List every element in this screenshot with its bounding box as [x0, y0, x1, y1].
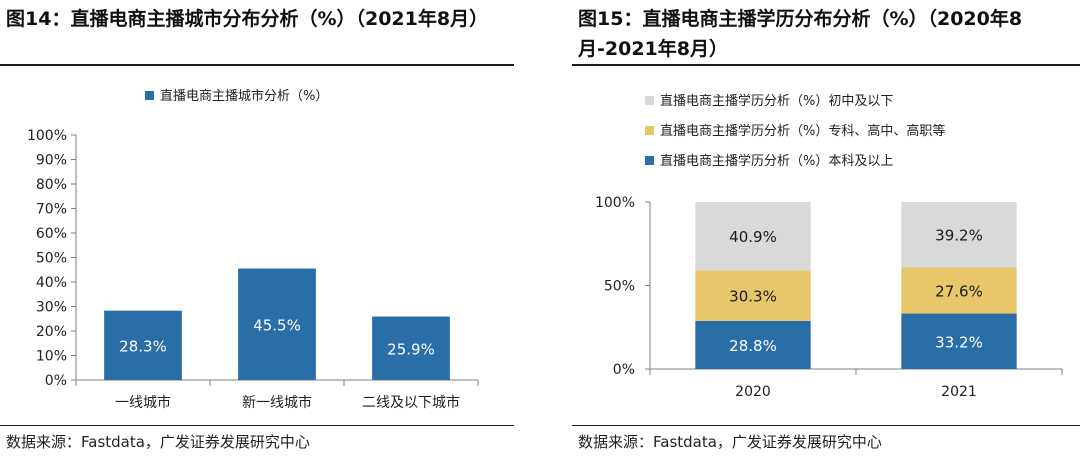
bar-value-label: 25.9%: [387, 340, 435, 358]
bar-value-label: 45.5%: [253, 316, 301, 334]
x-tick-label: 二线及以下城市: [362, 394, 460, 411]
segment-value-label: 30.3%: [729, 288, 777, 306]
legend-swatch: [145, 91, 154, 100]
title-divider: [572, 64, 1080, 66]
x-tick-label: 2020: [735, 384, 771, 400]
y-tick-label: 70%: [36, 202, 67, 218]
source-divider: [572, 425, 1080, 426]
stacked-bar-segment: [901, 202, 1017, 268]
y-tick-label: 60%: [36, 226, 67, 242]
legend-label: 直播电商主播城市分析（%）: [160, 88, 328, 104]
y-tick-label: 50%: [36, 251, 67, 267]
y-tick-label: 80%: [36, 177, 67, 193]
y-tick-label: 100%: [27, 128, 67, 144]
city-distribution-chart: 直播电商主播城市分析（%） 0% 10% 20% 30% 40% 50% 60% 70% 80% 9…: [27, 88, 479, 411]
segment-value-label: 33.2%: [935, 333, 983, 351]
y-tick-label: 100%: [595, 195, 635, 211]
segment-value-label: 40.9%: [729, 228, 777, 246]
stacked-bar-segment: [695, 320, 811, 369]
source-note: 数据来源：Fastdata，广发证券发展研究中心: [6, 433, 310, 451]
bar-value-label: 28.3%: [119, 337, 167, 355]
figure-14-title: 图14：直播电商主播城市分布分析（%）（2021年8月）: [6, 8, 489, 30]
bar: [238, 268, 316, 380]
y-tick-label: 0%: [613, 362, 635, 378]
title-divider: [0, 64, 514, 66]
y-tick-label: 10%: [36, 349, 67, 365]
education-distribution-chart: 直播电商主播学历分析（%）初中及以下直播电商主播学历分析（%）专科、高中、高职等…: [595, 93, 1063, 400]
legend-label: 直播电商主播学历分析（%）专科、高中、高职等: [660, 123, 945, 139]
segment-value-label: 28.8%: [729, 337, 777, 355]
legend-swatch: [645, 156, 654, 165]
stacked-bar-segment: [901, 313, 1017, 369]
figure-15-title: 图15：直播电商主播学历分布分析（%）（2020年8月-2021年8月）: [578, 8, 1023, 60]
legend-swatch: [645, 96, 654, 105]
y-tick-label: 40%: [36, 275, 67, 291]
x-tick-label: 一线城市: [115, 394, 171, 411]
segment-value-label: 27.6%: [935, 283, 983, 301]
y-tick-label: 30%: [36, 300, 67, 316]
legend-swatch: [645, 126, 654, 135]
stacked-bar-segment: [901, 267, 1017, 314]
source-note: 数据来源：Fastdata，广发证券发展研究中心: [578, 433, 882, 451]
y-tick-label: 20%: [36, 324, 67, 340]
y-tick-label: 90%: [36, 153, 67, 169]
y-tick-label: 50%: [604, 279, 635, 295]
x-tick-label: 新一线城市: [242, 394, 312, 411]
segment-value-label: 39.2%: [935, 227, 983, 245]
bar: [372, 316, 450, 380]
source-divider: [0, 425, 514, 426]
stacked-bar-segment: [695, 270, 811, 321]
legend-label: 直播电商主播学历分析（%）初中及以下: [660, 93, 893, 109]
y-tick-label: 0%: [45, 373, 67, 389]
legend-label: 直播电商主播学历分析（%）本科及以上: [660, 153, 893, 169]
stacked-bar-segment: [695, 202, 811, 271]
figure-14-panel: 图14：直播电商主播城市分布分析（%）（2021年8月） 直播电商主播城市分析（…: [0, 0, 514, 461]
bar: [104, 310, 182, 380]
figure-15-panel: 图15：直播电商主播学历分布分析（%）（2020年8月-2021年8月） 直播电…: [572, 0, 1080, 461]
x-tick-label: 2021: [941, 384, 977, 400]
